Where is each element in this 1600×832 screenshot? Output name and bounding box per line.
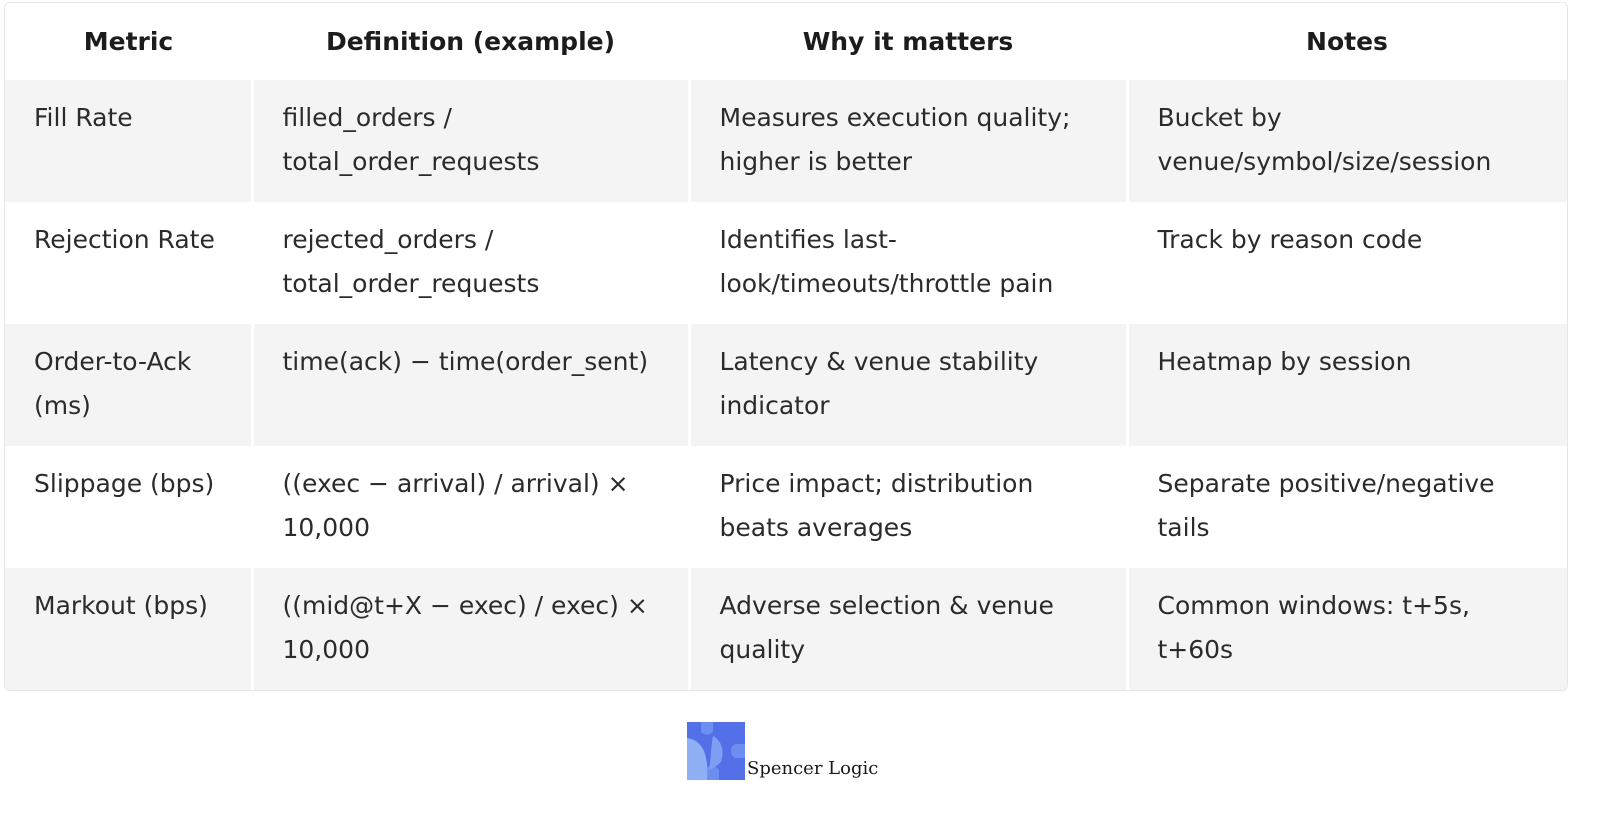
why-text: Latency & venue stability indicator: [719, 347, 1039, 420]
metric-cell: Order-to-Ack (ms): [5, 324, 252, 446]
puzzle-piece-icon: [687, 722, 745, 780]
notes-cell: Separate positive/negative tails: [1125, 446, 1567, 568]
metric-cell: Markout (bps): [5, 568, 252, 690]
notes-cell: Track by reason code: [1125, 202, 1567, 324]
definition-cell: time(ack) − time(order_sent): [250, 324, 689, 446]
brand-logo: Spencer Logic: [687, 722, 878, 780]
table-row: Slippage (bps) ((exec − arrival) / arriv…: [5, 446, 1567, 568]
why-text: Price impact; distribution beats average…: [719, 469, 1034, 542]
metric-text: Order-to-Ack (ms): [34, 347, 192, 420]
notes-cell: Heatmap by session: [1125, 324, 1567, 446]
metric-text: Markout (bps): [34, 591, 208, 620]
definition-cell: ((mid@t+X − exec) / exec) × 10,000: [250, 568, 689, 690]
header-metric: Metric: [5, 3, 252, 80]
header-why-it-matters: Why it matters: [689, 3, 1127, 80]
why-cell: Identifies last-look/timeouts/throttle p…: [687, 202, 1127, 324]
definition-text: rejected_orders / total_order_requests: [282, 225, 540, 298]
table-row: Rejection Rate rejected_orders / total_o…: [5, 202, 1567, 324]
definition-text: filled_orders / total_order_requests: [282, 103, 540, 176]
metric-text: Rejection Rate: [34, 225, 215, 254]
metric-cell: Slippage (bps): [5, 446, 252, 568]
why-cell: Latency & venue stability indicator: [687, 324, 1127, 446]
definition-cell: rejected_orders / total_order_requests: [250, 202, 689, 324]
why-cell: Adverse selection & venue quality: [687, 568, 1127, 690]
metric-cell: Fill Rate: [5, 80, 252, 202]
metrics-table-container: Metric Definition (example) Why it matte…: [4, 2, 1568, 691]
why-cell: Measures execution quality; higher is be…: [687, 80, 1127, 202]
table-row: Order-to-Ack (ms) time(ack) − time(order…: [5, 324, 1567, 446]
metric-text: Fill Rate: [34, 103, 133, 132]
notes-cell: Common windows: t+5s, t+60s: [1125, 568, 1567, 690]
header-notes: Notes: [1127, 3, 1567, 80]
notes-text: Bucket by venue/symbol/size/session: [1157, 103, 1492, 176]
metric-cell: Rejection Rate: [5, 202, 252, 324]
notes-text: Separate positive/negative tails: [1157, 469, 1495, 542]
notes-text: Track by reason code: [1157, 225, 1423, 254]
why-cell: Price impact; distribution beats average…: [687, 446, 1127, 568]
why-text: Adverse selection & venue quality: [719, 591, 1054, 664]
definition-text: ((mid@t+X − exec) / exec) × 10,000: [282, 591, 648, 664]
table-header-row: Metric Definition (example) Why it matte…: [5, 3, 1567, 80]
definition-text: time(ack) − time(order_sent): [282, 347, 649, 376]
definition-text: ((exec − arrival) / arrival) × 10,000: [282, 469, 629, 542]
definition-cell: filled_orders / total_order_requests: [250, 80, 689, 202]
why-text: Identifies last-look/timeouts/throttle p…: [719, 225, 1054, 298]
table-row: Fill Rate filled_orders / total_order_re…: [5, 80, 1567, 202]
header-definition: Definition (example): [252, 3, 689, 80]
why-text: Measures execution quality; higher is be…: [719, 103, 1071, 176]
notes-text: Common windows: t+5s, t+60s: [1157, 591, 1470, 664]
notes-text: Heatmap by session: [1157, 347, 1412, 376]
notes-cell: Bucket by venue/symbol/size/session: [1125, 80, 1567, 202]
table-row: Markout (bps) ((mid@t+X − exec) / exec) …: [5, 568, 1567, 690]
definition-cell: ((exec − arrival) / arrival) × 10,000: [250, 446, 689, 568]
brand-name: Spencer Logic: [747, 758, 879, 779]
metrics-table: Metric Definition (example) Why it matte…: [5, 3, 1567, 690]
metric-text: Slippage (bps): [34, 469, 215, 498]
